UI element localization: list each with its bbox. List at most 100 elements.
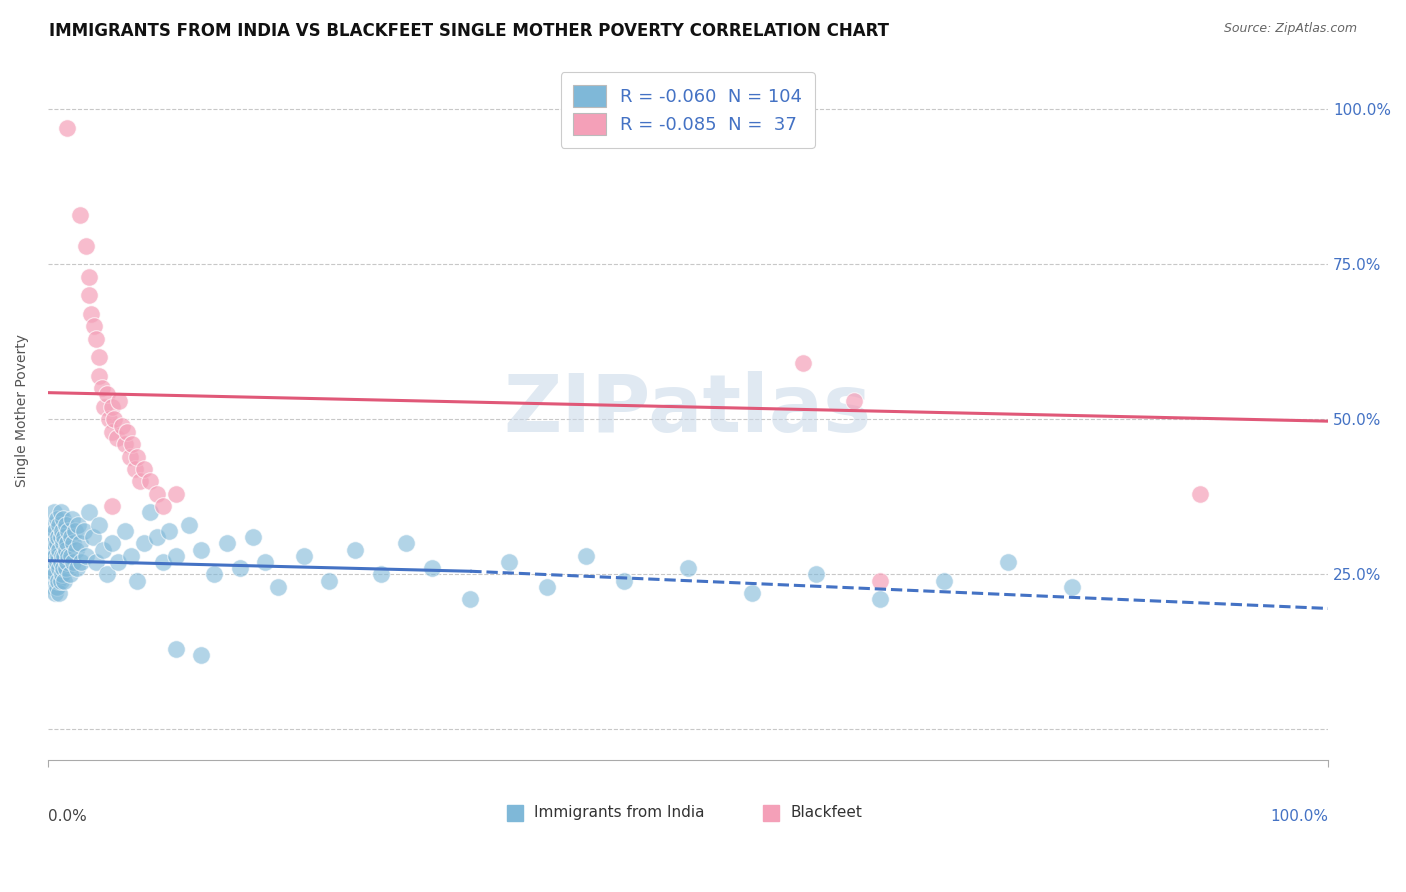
Text: Source: ZipAtlas.com: Source: ZipAtlas.com: [1223, 22, 1357, 36]
Point: [51, 549, 73, 563]
Point: [44, 580, 66, 594]
Point: [152, 555, 174, 569]
Text: ZIPatlas: ZIPatlas: [503, 371, 872, 449]
Point: [53, 530, 76, 544]
Point: [98, 412, 121, 426]
Point: [91, 542, 114, 557]
Point: [49, 530, 72, 544]
Point: [52, 536, 75, 550]
Point: [145, 530, 167, 544]
Point: [72, 524, 94, 538]
Point: [676, 561, 699, 575]
Point: [124, 462, 146, 476]
Point: [190, 648, 212, 662]
Point: [51, 524, 73, 538]
Y-axis label: Single Mother Poverty: Single Mother Poverty: [15, 334, 30, 486]
Point: [56, 555, 79, 569]
Point: [80, 307, 103, 321]
Point: [52, 561, 75, 575]
Point: [139, 475, 162, 489]
Point: [215, 536, 238, 550]
Point: [58, 549, 80, 563]
Point: [45, 536, 67, 550]
Point: [48, 517, 70, 532]
Point: [87, 517, 110, 532]
Point: [45, 555, 67, 569]
Point: [75, 238, 97, 252]
Point: [45, 511, 67, 525]
Point: [51, 567, 73, 582]
Point: [103, 412, 125, 426]
Point: [60, 511, 83, 525]
Point: [100, 425, 122, 439]
Point: [267, 580, 290, 594]
Point: [165, 549, 187, 563]
Point: [69, 208, 91, 222]
Point: [165, 487, 187, 501]
Point: [869, 592, 891, 607]
Point: [202, 567, 225, 582]
Point: [58, 567, 80, 582]
Point: [420, 561, 443, 575]
Point: [536, 580, 558, 594]
Point: [77, 505, 100, 519]
Point: [932, 574, 955, 588]
Point: [574, 549, 596, 563]
Point: [370, 567, 392, 582]
Point: [93, 400, 115, 414]
Text: IMMIGRANTS FROM INDIA VS BLACKFEET SINGLE MOTHER POVERTY CORRELATION CHART: IMMIGRANTS FROM INDIA VS BLACKFEET SINGL…: [49, 22, 889, 40]
Point: [62, 536, 84, 550]
Point: [152, 499, 174, 513]
Point: [44, 586, 66, 600]
Point: [292, 549, 315, 563]
Legend: R = -0.060  N = 104, R = -0.085  N =  37: R = -0.060 N = 104, R = -0.085 N = 37: [561, 72, 815, 148]
Point: [44, 536, 66, 550]
Point: [120, 549, 142, 563]
Point: [87, 351, 110, 365]
Point: [127, 450, 149, 464]
Text: Immigrants from India: Immigrants from India: [534, 805, 704, 821]
Point: [44, 524, 66, 538]
Point: [254, 555, 277, 569]
Point: [1189, 487, 1212, 501]
Point: [997, 555, 1019, 569]
Point: [77, 269, 100, 284]
Point: [70, 555, 93, 569]
Point: [66, 561, 89, 575]
Point: [165, 641, 187, 656]
Point: [100, 536, 122, 550]
Point: [1060, 580, 1083, 594]
Point: [100, 400, 122, 414]
Point: [67, 517, 90, 532]
Point: [86, 555, 108, 569]
Point: [108, 393, 131, 408]
Point: [52, 511, 75, 525]
Point: [127, 574, 149, 588]
Point: [869, 574, 891, 588]
Point: [58, 524, 80, 538]
Point: [741, 586, 763, 600]
Point: [118, 450, 141, 464]
Point: [49, 505, 72, 519]
Point: [41, 567, 63, 582]
Text: 100.0%: 100.0%: [1270, 809, 1329, 824]
Point: [96, 387, 118, 401]
Point: [458, 592, 481, 607]
Point: [613, 574, 636, 588]
Point: [111, 418, 134, 433]
Point: [39, 530, 62, 544]
Point: [41, 549, 63, 563]
Point: [498, 555, 520, 569]
Point: [55, 542, 77, 557]
Point: [87, 368, 110, 383]
Point: [83, 319, 105, 334]
Point: [75, 549, 97, 563]
Point: [90, 381, 112, 395]
Point: [190, 542, 212, 557]
Point: [139, 505, 162, 519]
Point: [48, 542, 70, 557]
Point: [804, 567, 827, 582]
Point: [157, 524, 180, 538]
Point: [105, 431, 128, 445]
Point: [114, 524, 136, 538]
